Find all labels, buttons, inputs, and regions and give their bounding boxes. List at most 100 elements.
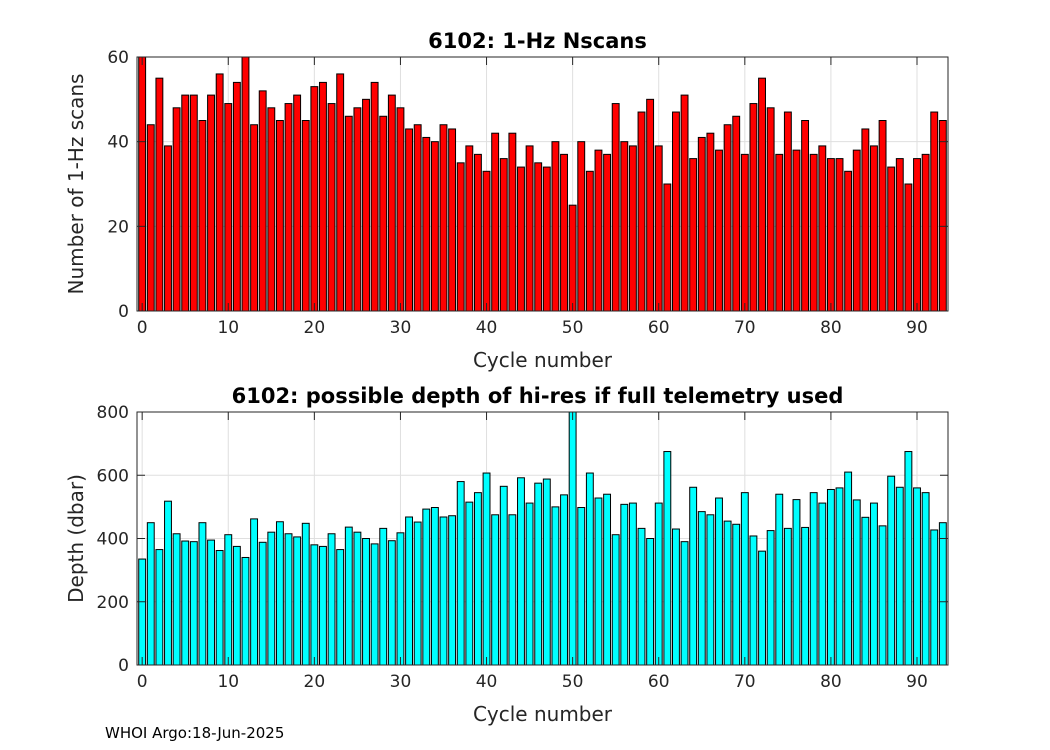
depth-bar: [706, 514, 715, 666]
depth-bar: [637, 527, 646, 666]
nscans-ytick-label: 60: [107, 48, 129, 68]
nscans-chart: 0 10 20 30 40 50 60 70 80 90 0 20 40 60 6102: 1-Hz Nsc…: [64, 29, 949, 372]
depth-bar: [430, 507, 439, 666]
nscans-bar: [146, 124, 155, 312]
nscans-bar: [758, 77, 766, 312]
nscans-bar: [353, 107, 362, 312]
nscans-bar: [473, 153, 482, 312]
depth-bar: [697, 511, 706, 666]
depth-bar: [508, 514, 517, 666]
nscans-bar: [456, 162, 465, 312]
nscans-bar: [930, 111, 939, 312]
depth-bar: [594, 497, 603, 666]
depth-bar: [646, 538, 655, 666]
nscans-xtick-label: 50: [562, 318, 584, 338]
nscans-xtick-label: 80: [820, 318, 842, 338]
depth-bar: [826, 488, 835, 666]
depth-bar: [379, 527, 388, 666]
nscans-xtick-label: 90: [906, 318, 928, 338]
nscans-bar: [801, 120, 810, 312]
depth-bar: [327, 533, 336, 666]
nscans-bar: [603, 153, 612, 312]
depth-bar: [654, 502, 663, 666]
nscans-bar: [362, 98, 370, 312]
nscans-bar: [422, 136, 431, 312]
nscans-bar: [818, 145, 827, 312]
depth-bar: [861, 516, 870, 666]
depth-bar: [241, 556, 250, 666]
nscans-xtick-label: 10: [217, 318, 239, 338]
nscans-bar: [508, 132, 517, 312]
depth-bar: [611, 534, 620, 666]
depth-xtick-label: 20: [304, 672, 326, 692]
depth-bar: [422, 508, 431, 666]
nscans-xtick-label: 70: [734, 318, 756, 338]
nscans-bar: [646, 98, 655, 312]
nscans-xlabel: Cycle number: [473, 348, 613, 372]
depth-title: 6102: possible depth of hi-res if full t…: [232, 384, 844, 408]
nscans-bar: [870, 145, 878, 312]
nscans-bar: [766, 107, 775, 312]
nscans-bar: [680, 94, 689, 312]
nscans-ylabel: Number of 1-Hz scans: [64, 74, 88, 295]
nscans-bar: [697, 136, 706, 312]
nscans-bar: [628, 145, 637, 312]
depth-bar: [362, 538, 370, 666]
nscans-bar: [448, 128, 457, 312]
nscans-bar: [826, 158, 835, 312]
depth-bar: [482, 472, 491, 666]
nscans-bar: [904, 183, 913, 312]
nscans-bar: [482, 170, 491, 312]
depth-bar: [895, 486, 904, 666]
depth-bar: [172, 533, 181, 666]
depth-bar: [293, 536, 302, 666]
nscans-axes-frame: [136, 56, 949, 312]
depth-bar: [207, 539, 215, 666]
depth-bar: [396, 532, 405, 666]
nscans-bar: [895, 158, 904, 312]
depth-bar: [155, 549, 164, 666]
nscans-ytick-label: 0: [118, 302, 129, 322]
depth-bar: [525, 502, 534, 666]
depth-bar: [628, 502, 637, 666]
nscans-bar: [517, 166, 525, 312]
nscans-bar: [534, 162, 543, 312]
footer-stamp: WHOI Argo:18-Jun-2025: [105, 724, 285, 742]
depth-bar: [740, 492, 749, 666]
nscans-bar: [319, 81, 327, 312]
depth-xtick-label: 30: [390, 672, 412, 692]
nscans-xtick-label: 0: [137, 318, 148, 338]
depth-bar: [250, 518, 259, 666]
depth-bar: [517, 477, 525, 666]
nscans-bar: [138, 56, 147, 312]
nscans-bar: [499, 158, 508, 312]
nscans-bar: [491, 132, 500, 312]
depth-bar: [801, 526, 810, 666]
nscans-bar: [775, 153, 784, 312]
nscans-bar: [284, 103, 293, 312]
depth-bar: [319, 545, 327, 666]
depth-bar: [370, 543, 379, 666]
depth-bar: [560, 494, 568, 666]
nscans-bar: [232, 81, 241, 312]
nscans-bar: [275, 120, 284, 312]
depth-bar: [456, 481, 465, 666]
depth-bar: [138, 558, 147, 666]
depth-bar: [870, 502, 878, 666]
nscans-bar: [568, 204, 577, 312]
nscans-bar: [198, 120, 207, 312]
depth-bar: [551, 506, 560, 666]
depth-bar: [585, 472, 594, 666]
nscans-bar: [551, 141, 560, 312]
nscans-ytick-label: 40: [107, 133, 129, 153]
depth-chart: 0 10 20 30 40 50 60 70 80 90 0 200 400 600 800 6102: po…: [64, 384, 949, 726]
nscans-bar: [344, 115, 353, 312]
nscans-bar: [439, 124, 448, 312]
nscans-bar: [887, 166, 896, 312]
depth-bar: [146, 522, 155, 666]
depth-bar: [663, 451, 672, 666]
nscans-bar: [207, 94, 215, 312]
depth-bar: [198, 522, 207, 666]
depth-bar: [405, 516, 413, 666]
